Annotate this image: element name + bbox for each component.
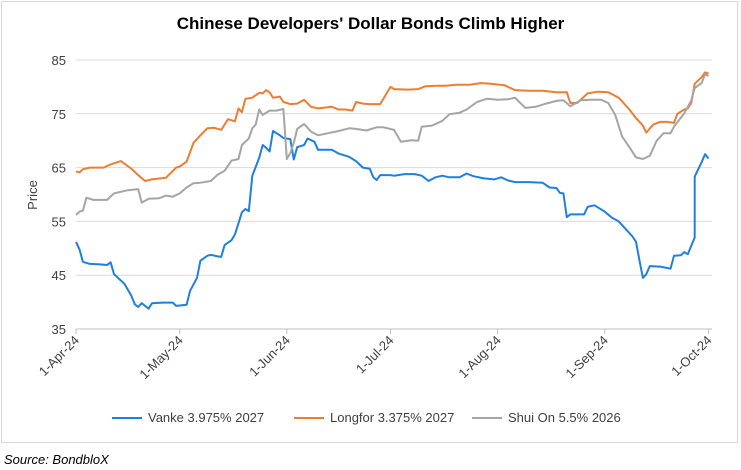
legend-swatch <box>112 416 142 419</box>
legend-item: Longfor 3.375% 2027 <box>294 410 454 425</box>
y-tick-label: 35 <box>52 322 66 337</box>
series-line-2 <box>75 73 710 216</box>
y-tick-label: 85 <box>52 53 66 68</box>
legend-label: Longfor 3.375% 2027 <box>330 410 455 425</box>
legend-label: Vanke 3.975% 2027 <box>148 410 265 425</box>
x-tick-label: 1-Jun-24 <box>246 333 293 380</box>
x-tick-label: 1-Apr-24 <box>36 333 82 379</box>
y-tick-label: 55 <box>52 214 66 229</box>
series-lines <box>75 71 710 310</box>
legend-item: Shui On 5.5% 2026 <box>472 410 621 425</box>
x-tick-label: 1-Oct-24 <box>668 333 714 379</box>
legend-swatch <box>294 416 324 419</box>
legend: Vanke 3.975% 2027 Longfor 3.375% 2027 Shui… <box>0 410 741 432</box>
chart-title: Chinese Developers' Dollar Bonds Climb H… <box>176 14 565 33</box>
y-tick-label: 65 <box>52 161 66 176</box>
x-tick-label: 1-May-24 <box>136 333 185 382</box>
legend-item: Vanke 3.975% 2027 <box>112 410 264 425</box>
legend-swatch <box>472 416 502 419</box>
x-tick-label: 1-Jul-24 <box>353 333 397 377</box>
y-tick-label: 75 <box>52 107 66 122</box>
y-tick-label: 45 <box>52 268 66 283</box>
source-note: Source: BondbloX <box>4 452 109 467</box>
chart-frame <box>1 1 738 443</box>
y-axis-label: Price <box>25 180 40 210</box>
legend-label: Shui On 5.5% 2026 <box>508 410 621 425</box>
gridlines <box>76 59 712 276</box>
series-line-0 <box>75 130 710 310</box>
x-tick-label: 1-Aug-24 <box>455 333 503 381</box>
x-tick-label: 1-Sep-24 <box>563 333 611 381</box>
series-line-1 <box>75 71 709 182</box>
